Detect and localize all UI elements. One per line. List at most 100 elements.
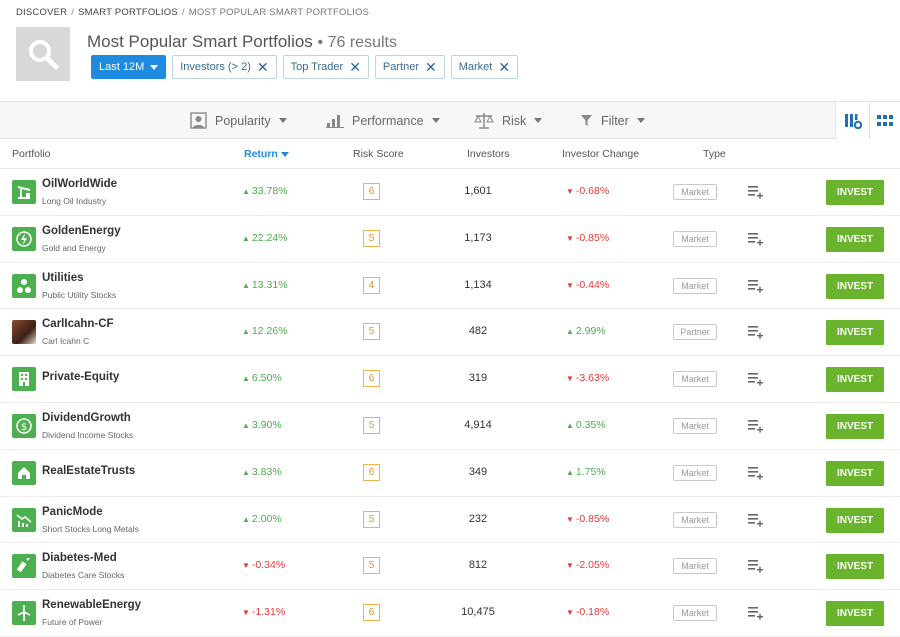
portfolio-description: Gold and Energy — [42, 242, 106, 253]
investor-change-value: ▼ -0.68% — [566, 185, 609, 197]
sort-popularity[interactable]: Popularity — [190, 102, 287, 139]
chip-market[interactable]: Market ✕ — [450, 55, 519, 79]
add-to-watchlist-icon[interactable] — [748, 606, 764, 620]
portfolio-name[interactable]: RenewableEnergy — [42, 599, 142, 612]
return-value: ▲ 2.00% — [242, 513, 282, 525]
return-text: 12.26% — [251, 325, 288, 338]
investors-count: 1,601 — [464, 185, 492, 197]
syringe-icon — [12, 554, 36, 579]
add-to-watchlist-icon[interactable] — [748, 466, 764, 480]
invest-button[interactable]: INVEST — [826, 507, 884, 533]
search-icon — [16, 27, 70, 81]
breadcrumb-discover[interactable]: DISCOVER — [16, 7, 68, 18]
portfolio-name[interactable]: OilWorldWide — [42, 178, 118, 190]
invest-button[interactable]: INVEST — [826, 273, 884, 299]
investor-change-value: ▼ -0.85% — [566, 232, 609, 244]
col-investor-change[interactable]: Investor Change — [562, 148, 640, 160]
return-text: -0.34% — [251, 559, 286, 572]
table-row[interactable]: CarlIcahn-CF Carl Icahn C ▲ 12.26% 5 482 ▲ 2.99… — [0, 309, 900, 357]
table-row[interactable]: GoldenEnergy Gold and Energy ▲ 22.24% 5 1,173… — [0, 216, 900, 263]
table-row[interactable]: Diabetes-Med Diabetes Care Stocks ▼ -0.34% 5… — [0, 543, 900, 591]
close-icon[interactable]: ✕ — [498, 59, 511, 75]
change-text: -0.68% — [575, 185, 610, 197]
risk-score-badge: 4 — [363, 276, 380, 294]
invest-button[interactable]: INVEST — [826, 601, 884, 627]
chip-label: Market — [458, 61, 493, 73]
portfolio-name[interactable]: CarlIcahn-CF — [42, 318, 114, 331]
investors-count: 1,134 — [464, 278, 492, 291]
type-badge: Market — [673, 511, 717, 528]
arrow-down-icon: ▼ — [566, 280, 574, 290]
table-row[interactable]: OilWorldWide Long Oil Industry ▲ 33.78% 6 1,6… — [0, 169, 900, 216]
portfolio-name[interactable]: Private-Equity — [42, 371, 120, 384]
chip-top-trader[interactable]: Top Trader ✕ — [282, 55, 369, 79]
invest-button[interactable]: INVEST — [826, 554, 884, 580]
risk-score-badge: 5 — [363, 416, 380, 434]
return-text: 13.31% — [251, 278, 288, 291]
arrow-up-icon: ▲ — [242, 467, 250, 477]
type-badge: Market — [673, 558, 717, 575]
add-to-watchlist-icon[interactable] — [748, 325, 764, 340]
chip-partner[interactable]: Partner ✕ — [374, 55, 445, 79]
investors-count: 349 — [468, 465, 488, 478]
sort-performance[interactable]: Performance — [326, 102, 440, 139]
table-row[interactable]: Utilities Public Utility Stocks ▲ 13.31% 4 1,… — [0, 263, 900, 310]
add-to-watchlist-icon[interactable] — [748, 185, 764, 199]
breadcrumb-current: MOST POPULAR SMART PORTFOLIOS — [188, 7, 370, 18]
breadcrumb-smart-portfolios[interactable]: SMART PORTFOLIOS — [78, 7, 178, 18]
add-to-watchlist-icon[interactable] — [748, 232, 764, 246]
add-to-watchlist-icon[interactable] — [748, 513, 764, 527]
title-text: Most Popular Smart Portfolios — [87, 32, 313, 51]
portfolio-name[interactable]: Utilities — [42, 271, 84, 284]
investors-count: 4,914 — [464, 418, 492, 431]
invest-button[interactable]: INVEST — [826, 180, 884, 205]
invest-button[interactable]: INVEST — [826, 460, 884, 486]
chip-investors[interactable]: Investors (> 2) ✕ — [172, 55, 277, 79]
risk-score-badge: 6 — [363, 463, 380, 481]
wind-turbine-icon — [12, 601, 36, 626]
add-to-watchlist-icon[interactable] — [748, 559, 764, 574]
table-row[interactable]: RealEstateTrusts ▲ 3.83% 6 349 ▲ 1.75% Market IN… — [0, 450, 900, 497]
investor-change-value: ▼ -0.18% — [566, 606, 609, 618]
col-portfolio[interactable]: Portfolio — [12, 148, 51, 160]
col-return[interactable]: Return — [244, 148, 289, 160]
invest-button[interactable]: INVEST — [826, 320, 884, 346]
portfolio-name[interactable]: DividendGrowth — [42, 411, 131, 424]
close-icon[interactable]: ✕ — [425, 59, 437, 75]
add-to-watchlist-icon[interactable] — [748, 419, 764, 433]
period-dropdown[interactable]: Last 12M — [91, 55, 167, 79]
table-row[interactable]: $ DividendGrowth Dividend Income Stocks ▲ 3.… — [0, 403, 900, 450]
sort-risk[interactable]: Risk — [474, 102, 543, 139]
portfolio-name[interactable]: Diabetes-Med — [42, 552, 117, 565]
portfolio-name[interactable]: RealEstateTrusts — [42, 464, 136, 477]
table-row[interactable]: Private-Equity ▲ 6.50% 6 319 ▼ -3.63% Market INV… — [0, 356, 900, 403]
return-value: ▼ -1.31% — [242, 606, 285, 618]
invest-button[interactable]: INVEST — [826, 367, 884, 393]
close-icon[interactable]: ✕ — [349, 59, 361, 75]
change-text: -0.44% — [575, 278, 610, 291]
dividend-icon: $ — [12, 413, 36, 438]
return-text: 2.00% — [251, 512, 282, 525]
oil-pump-icon — [12, 180, 36, 204]
table-row[interactable]: RenewableEnergy Future of Power ▼ -1.31% 6 10… — [0, 590, 900, 637]
table-row[interactable]: PanicMode Short Stocks Long Metals ▲ 2.00% 5… — [0, 497, 900, 544]
col-risk-score[interactable]: Risk Score — [353, 148, 404, 160]
portfolio-name[interactable]: PanicMode — [42, 505, 103, 518]
return-text: 3.90% — [251, 418, 282, 431]
invest-button[interactable]: INVEST — [826, 413, 884, 439]
return-value: ▲ 33.78% — [242, 185, 288, 197]
close-icon[interactable]: ✕ — [256, 59, 269, 75]
add-to-watchlist-icon[interactable] — [748, 372, 764, 386]
add-to-watchlist-icon[interactable] — [748, 279, 764, 293]
portfolio-description: Future of Power — [42, 617, 103, 628]
type-badge: Partner — [673, 324, 717, 341]
portfolio-name[interactable]: GoldenEnergy — [42, 224, 121, 237]
portfolio-description: Public Utility Stocks — [42, 289, 117, 300]
grid-view-button[interactable] — [869, 102, 900, 139]
column-settings-icon — [844, 113, 862, 129]
filter-dropdown[interactable]: Filter — [580, 102, 645, 139]
col-investors[interactable]: Investors — [467, 148, 510, 160]
list-settings-button[interactable] — [835, 102, 869, 139]
arrow-up-icon: ▲ — [242, 420, 250, 430]
invest-button[interactable]: INVEST — [826, 226, 884, 252]
